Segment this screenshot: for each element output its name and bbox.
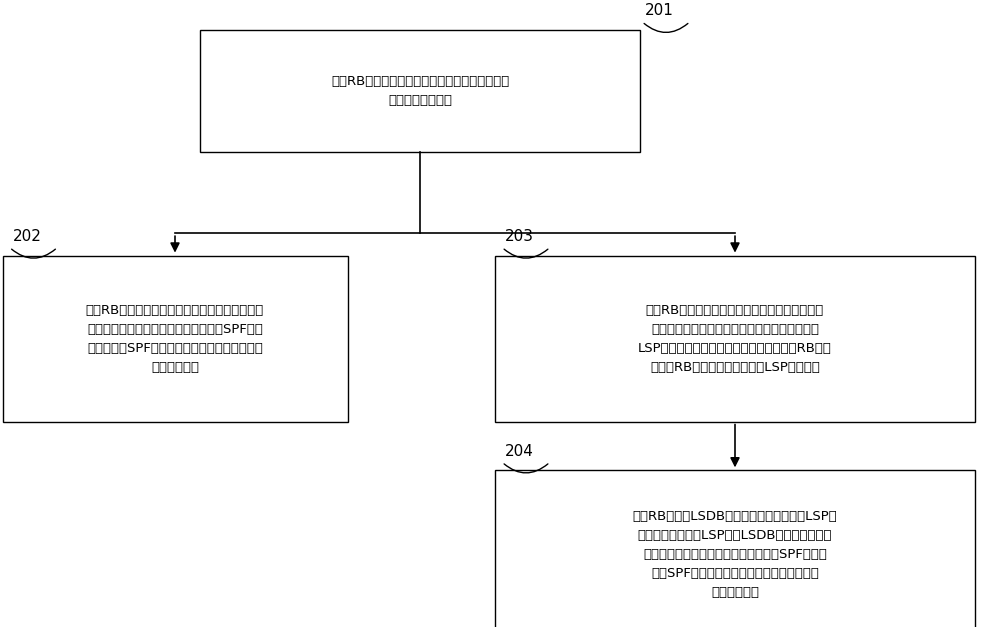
Text: 203: 203 [505, 229, 534, 244]
Text: 204: 204 [505, 444, 534, 459]
Text: 任一RB检测自身与自身所在组播树的组播树根之
间的链路是否可达: 任一RB检测自身与自身所在组播树的组播树根之 间的链路是否可达 [331, 75, 509, 107]
FancyBboxPatch shape [495, 470, 975, 627]
Text: 所述RB将本地LSDB中所述组播树根对应的LSP清
除，根据清除对应LSP后的LSDB生成一个可用的
组播树根，使用该可用的组播树根生成SPF树，遍
历该SPF: 所述RB将本地LSDB中所述组播树根对应的LSP清 除，根据清除对应LSP后的L… [633, 510, 837, 599]
Text: 202: 202 [13, 229, 41, 244]
Text: 201: 201 [645, 4, 674, 18]
FancyBboxPatch shape [495, 256, 975, 421]
Text: 所述RB检测到自身与自身所在的组播树的组播树
根之间的链路不可达时，生成该组播树根对应的
LSP清除报文，并发送给自身链路可达的各RB，使
所述各RB对该组播树: 所述RB检测到自身与自身所在的组播树的组播树 根之间的链路不可达时，生成该组播树… [638, 303, 832, 374]
FancyBboxPatch shape [200, 29, 640, 152]
Text: 所述RB检测到自身与所述组播树的组播树根之间
的链路可达时，使用所述组播树根生成SPF树，
并遍历所述SPF树使用所述组播树根生成并更新
组播路由表项: 所述RB检测到自身与所述组播树的组播树根之间 的链路可达时，使用所述组播树根生成… [86, 303, 264, 374]
FancyBboxPatch shape [3, 256, 348, 421]
